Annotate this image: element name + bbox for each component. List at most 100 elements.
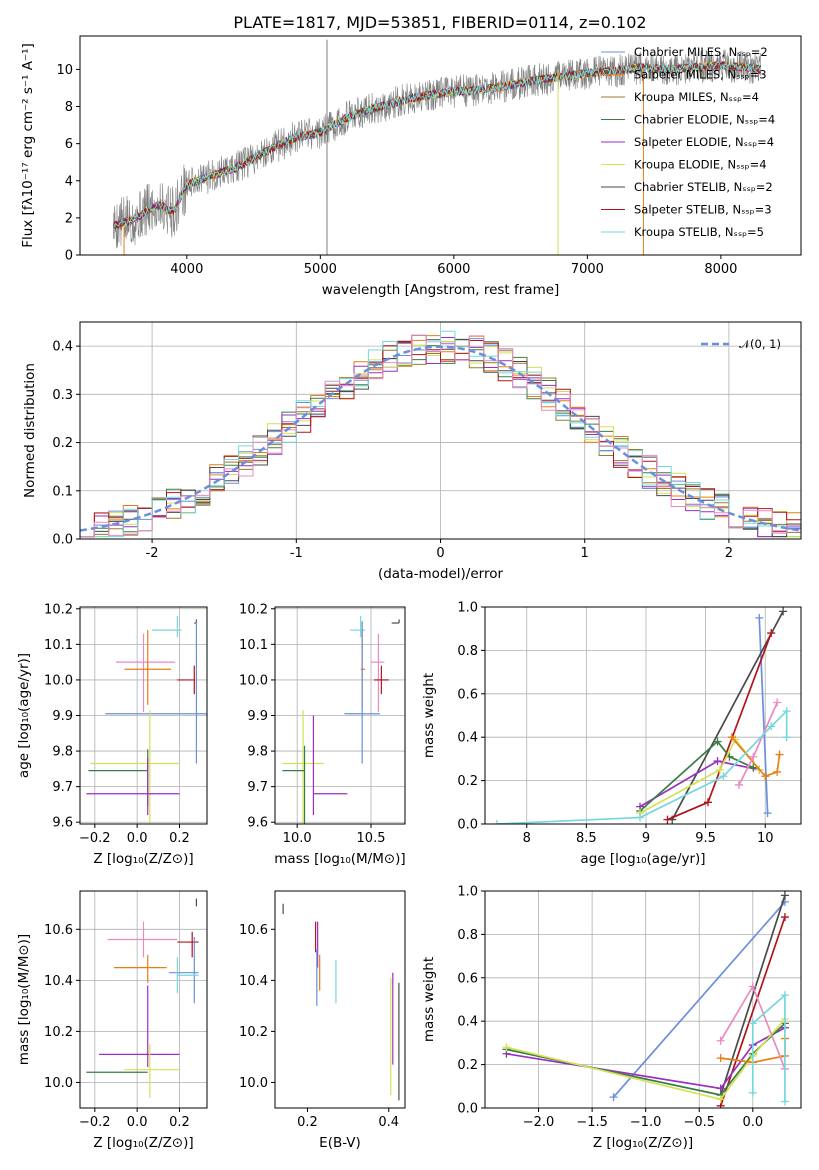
x-tick-label: 8.5: [576, 831, 597, 846]
weight-marker: [749, 752, 758, 761]
axes-frame: [79, 35, 802, 256]
x-tick-label: 8: [523, 831, 531, 846]
errorbar-point: [99, 985, 180, 1068]
weight-series: [667, 632, 772, 821]
y-tick-label: 10.2: [239, 602, 268, 617]
x-tick-label: -1: [290, 546, 303, 561]
y-axis-label: Normed distribution: [22, 363, 38, 498]
panel-age_vs_Z: −0.2 0.0 0.2 9.6 9.7 9.8 9.9 10.0 10.1 10.2 Z [log…: [16, 602, 208, 867]
errorbar-point: [105, 621, 207, 764]
errorbar-point: [88, 749, 149, 807]
x-tick-label: 10.5: [357, 831, 386, 846]
weight-series: [719, 895, 786, 1096]
weight-marker: [703, 798, 712, 807]
errorbar-point: [391, 619, 400, 624]
weight-marker: [716, 1095, 725, 1104]
weight-series: [751, 993, 786, 1102]
y-tick-label: 10.2: [44, 1025, 73, 1040]
y-tick-label: 9.9: [247, 709, 268, 724]
errorbar-point: [282, 745, 306, 824]
legend-label: Salpeter ELODIE, Nₛₛₚ=4: [634, 135, 774, 149]
y-tick-label: 0.4: [457, 1015, 478, 1030]
normal-curve: [80, 345, 801, 532]
weight-marker: [767, 722, 776, 731]
y-tick-label: 0.2: [52, 436, 73, 451]
y-tick-label: 9.8: [247, 745, 268, 760]
weight-marker: [734, 780, 743, 789]
legend-label: Chabrier STELIB, Nₛₛₚ=2: [634, 180, 773, 194]
y-tick-label: 9.9: [52, 709, 73, 724]
panel-residuals: -2 -1 0 1 2 0.0 0.1 0.2 0.3 0.4 (data-model)/error…: [22, 321, 802, 582]
y-tick-label: 0.0: [457, 818, 478, 833]
y-tick-label: 10.6: [44, 923, 73, 938]
weight-marker: [609, 1093, 618, 1102]
plot-area: [502, 891, 789, 1108]
y-tick-label: 10.2: [239, 1025, 268, 1040]
panel-mass_vs_Z: −0.2 0.0 0.2 10.0 10.2 10.4 10.6 Z [log₁₀(Z/Z⊙)…: [16, 890, 208, 1151]
y-tick-label: 0: [65, 249, 73, 264]
weight-marker: [780, 913, 789, 922]
figure-title: PLATE=1817, MJD=53851, FIBERID=0114, z=0…: [233, 13, 646, 32]
weight-marker: [716, 1054, 725, 1063]
x-tick-label: −0.5: [683, 1115, 715, 1130]
weight-series: [639, 737, 760, 814]
errorbar-point: [86, 758, 180, 816]
plot-area: [282, 903, 400, 1101]
model-spectrum: [112, 61, 762, 228]
weight-marker: [713, 757, 722, 766]
panel-age_vs_mass: 10.0 10.5 9.6 9.7 9.8 9.9 10.0 10.1 10.2 mass [lo…: [239, 602, 406, 867]
y-axis-label: Flux [fλ10⁻¹⁷ erg cm⁻² s⁻¹ A⁻¹]: [20, 43, 36, 248]
legend-label: Chabrier MILES, Nₛₛₚ=2: [634, 45, 768, 59]
x-tick-label: 9: [642, 831, 650, 846]
errorbar-point: [371, 633, 385, 712]
weight-marker: [502, 1043, 511, 1052]
weight-marker: [779, 607, 788, 616]
x-axis-label: (data-model)/error: [378, 566, 504, 582]
weight-marker: [775, 750, 784, 759]
plot-area: [282, 615, 400, 824]
x-tick-label: −0.2: [79, 1115, 111, 1130]
x-axis-label: Z [log₁₀(Z/Z⊙)]: [93, 1135, 193, 1151]
plot-area: [86, 615, 207, 824]
y-tick-label: 9.6: [247, 816, 268, 831]
errorbar-point: [113, 954, 167, 983]
weight-marker: [748, 982, 757, 991]
x-tick-label: 8000: [704, 262, 737, 277]
x-tick-label: 9.5: [695, 831, 716, 846]
weight-marker: [773, 767, 782, 776]
y-tick-label: 0.3: [52, 388, 73, 403]
x-tick-label: 2: [725, 546, 733, 561]
weight-marker: [780, 1097, 789, 1106]
weight-marker: [713, 737, 722, 746]
x-axis-label: wavelength [Angstrom, rest frame]: [322, 282, 560, 298]
x-axis-label: Z [log₁₀(Z/Z⊙)]: [593, 1135, 693, 1151]
weight-marker: [748, 1019, 757, 1028]
y-tick-label: 0.0: [457, 1102, 478, 1117]
axes-frame: [484, 890, 802, 1109]
y-tick-label: 0.6: [457, 687, 478, 702]
histogram-series: [80, 340, 801, 538]
weight-series: [639, 740, 754, 812]
legend-label: Chabrier ELODIE, Nₛₛₚ=4: [634, 113, 775, 127]
x-tick-label: 0.2: [169, 1115, 190, 1130]
x-tick-label: 10.0: [283, 831, 312, 846]
y-tick-label: 10.1: [239, 638, 268, 653]
weight-marker: [773, 698, 782, 707]
axes-frame: [274, 606, 406, 825]
x-axis-label: mass [log₁₀(M/M⊙)]: [274, 851, 405, 867]
y-tick-label: 10.6: [239, 923, 268, 938]
y-tick-label: 0.8: [457, 928, 478, 943]
y-tick-label: 0.2: [457, 774, 478, 789]
errorbar-point: [350, 615, 366, 638]
y-tick-label: 9.7: [247, 780, 268, 795]
x-tick-label: 0.0: [127, 831, 148, 846]
y-tick-label: 9.7: [52, 780, 73, 795]
y-tick-label: 8: [65, 100, 73, 115]
errorbar-point: [282, 710, 324, 824]
y-tick-label: 10.0: [239, 673, 268, 688]
x-tick-label: 0.2: [297, 1115, 318, 1130]
y-tick-label: 10.0: [239, 1076, 268, 1091]
errorbar-point: [373, 665, 389, 695]
panel-spectrum: 4000 5000 6000 7000 8000 0 2 4 6 8 10 wavelength [A…: [20, 35, 802, 298]
x-axis-label: Z [log₁₀(Z/Z⊙)]: [93, 851, 193, 867]
